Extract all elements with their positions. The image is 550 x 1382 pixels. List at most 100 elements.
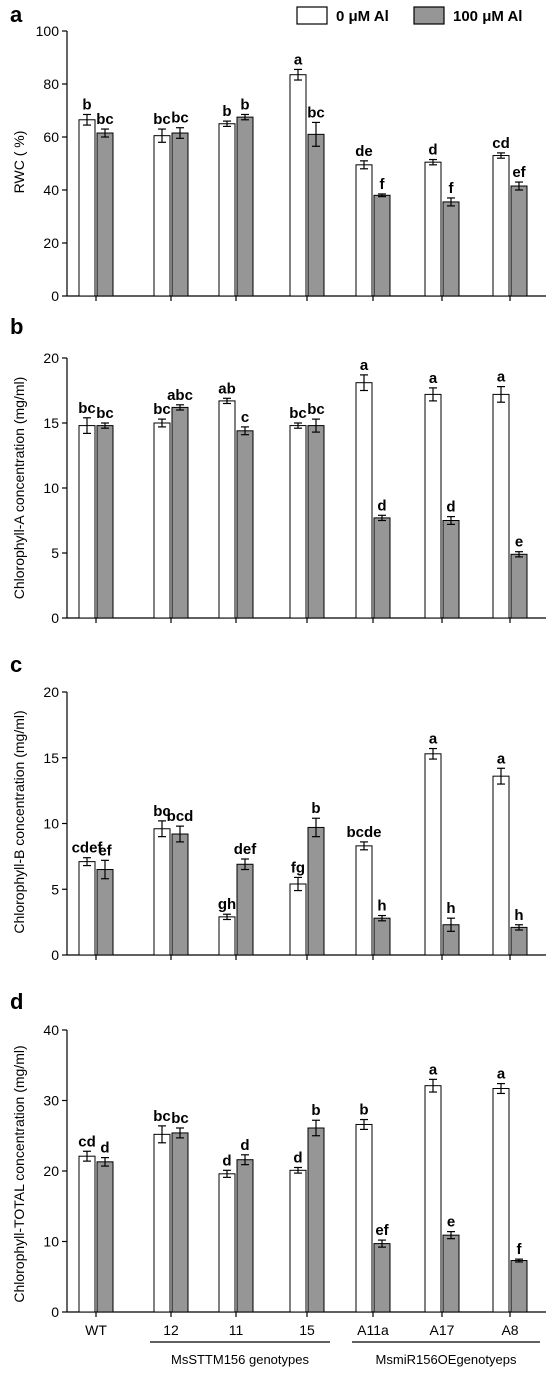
significance-letter-d: cd [78, 1133, 96, 1150]
significance-letter-d: ef [375, 1222, 389, 1239]
bar-d-100um-A17 [442, 1234, 460, 1313]
significance-letter-d: d [100, 1140, 109, 1157]
y-tick-label-c: 5 [51, 881, 59, 897]
significance-letter-d: d [293, 1149, 302, 1166]
bar-a-0um-A11a [355, 164, 373, 297]
significance-letter-b: bc [289, 405, 307, 422]
bar-d-100um-15 [307, 1127, 325, 1313]
category-label-12: 12 [163, 1322, 179, 1338]
category-label-a8: A8 [501, 1322, 518, 1338]
bar-c-0um-15 [289, 883, 307, 956]
significance-letter-a: de [355, 143, 373, 160]
significance-letter-c: gh [218, 896, 236, 913]
significance-letter-b: bc [307, 401, 325, 418]
y-tick-label-b: 0 [51, 610, 59, 626]
group-label-msstm156: MsSTTM156 genotypes [171, 1352, 310, 1367]
significance-letter-a: b [82, 96, 91, 113]
y-axis-title-d: Chlorophyll-TOTAL concentration (mg/ml) [11, 1045, 27, 1302]
significance-letter-d: e [447, 1214, 455, 1231]
bar-a-100um-11 [236, 116, 254, 297]
bar-c-100um-15 [307, 826, 325, 956]
y-tick-label-b: 5 [51, 545, 59, 561]
significance-letter-c: bcde [346, 824, 381, 841]
significance-letter-d: f [517, 1241, 523, 1258]
bar-a-0um-A8 [492, 155, 510, 297]
bar-c-0um-A11a [355, 845, 373, 956]
bar-b-100um-A11a [373, 517, 391, 619]
significance-letter-c: bc [153, 803, 171, 820]
bar-d-0um-11 [218, 1173, 236, 1313]
bar-b-100um-A8 [510, 553, 528, 619]
significance-letter-b: a [429, 370, 438, 387]
bar-c-0um-12 [153, 828, 171, 956]
significance-letter-c: bcd [167, 808, 194, 825]
bar-c-0um-A8 [492, 775, 510, 956]
significance-letter-a: bc [307, 104, 325, 121]
y-tick-label-c: 10 [43, 816, 59, 832]
significance-letter-a: f [449, 180, 455, 197]
bar-b-100um-15 [307, 425, 325, 619]
y-tick-label-b: 15 [43, 415, 59, 431]
bar-d-100um-A8 [510, 1260, 528, 1313]
bar-a-100um-A17 [442, 201, 460, 297]
significance-letter-c: b [311, 800, 320, 817]
y-tick-label-d: 0 [51, 1304, 59, 1320]
bar-d-0um-WT [78, 1155, 96, 1313]
panel-label-c: c [10, 652, 22, 677]
significance-letter-a: b [240, 96, 249, 113]
bar-b-0um-15 [289, 425, 307, 619]
significance-letter-c: def [234, 841, 258, 858]
bar-b-100um-A17 [442, 520, 460, 619]
bar-a-0um-WT [78, 119, 96, 297]
significance-letter-c: h [377, 898, 386, 915]
y-axis-title-a: RWC ( %) [11, 131, 27, 194]
bar-c-100um-12 [171, 833, 189, 956]
bar-b-0um-A11a [355, 382, 373, 619]
significance-letter-c: a [497, 750, 506, 767]
bar-c-100um-A8 [510, 926, 528, 956]
y-axis-title-b: Chlorophyll-A concentration (mg/ml) [11, 377, 27, 600]
significance-letter-a: d [428, 142, 437, 159]
significance-letter-d: bc [153, 1108, 171, 1125]
significance-letter-b: e [515, 534, 523, 551]
significance-letter-a: bc [153, 111, 171, 128]
significance-letter-a: bc [171, 110, 189, 127]
bar-b-0um-A17 [424, 393, 442, 619]
bar-b-0um-A8 [492, 393, 510, 619]
bar-d-0um-A17 [424, 1085, 442, 1313]
significance-letter-d: bc [171, 1110, 189, 1127]
y-axis-title-c: Chlorophyll-B concentration (mg/ml) [11, 710, 27, 933]
significance-letter-b: ab [218, 380, 236, 397]
bar-d-0um-15 [289, 1169, 307, 1313]
category-label-a17: A17 [430, 1322, 455, 1338]
bar-c-100um-11 [236, 863, 254, 956]
significance-letter-c: h [446, 900, 455, 917]
y-title-group-c: Chlorophyll-B concentration (mg/ml) [11, 710, 27, 933]
significance-letter-c: cdef [72, 840, 104, 857]
significance-letter-b: bc [153, 401, 171, 418]
significance-letter-c: a [429, 731, 438, 748]
significance-letter-a: b [222, 103, 231, 120]
y-tick-label-a: 80 [43, 76, 59, 92]
group-label-msmir156oe: MsmiR156OEgenotyeps [376, 1352, 517, 1367]
significance-letter-a: ef [512, 164, 526, 181]
y-tick-label-b: 10 [43, 480, 59, 496]
category-label-a11a: A11a [357, 1322, 389, 1338]
category-label-11: 11 [229, 1322, 244, 1338]
significance-letter-b: bc [78, 400, 96, 417]
significance-letter-b: d [377, 497, 386, 514]
bar-d-0um-12 [153, 1133, 171, 1313]
significance-letter-d: d [240, 1137, 249, 1154]
bar-a-100um-12 [171, 132, 189, 297]
y-tick-label-a: 40 [43, 182, 59, 198]
y-tick-label-a: 60 [43, 129, 59, 145]
bar-a-0um-12 [153, 135, 171, 297]
y-tick-label-d: 30 [43, 1093, 59, 1109]
significance-letter-c: ef [98, 842, 112, 859]
y-tick-label-b: 20 [43, 350, 59, 366]
bar-a-100um-15 [307, 133, 325, 297]
legend: 0 μM Al 100 μM Al [296, 6, 522, 25]
